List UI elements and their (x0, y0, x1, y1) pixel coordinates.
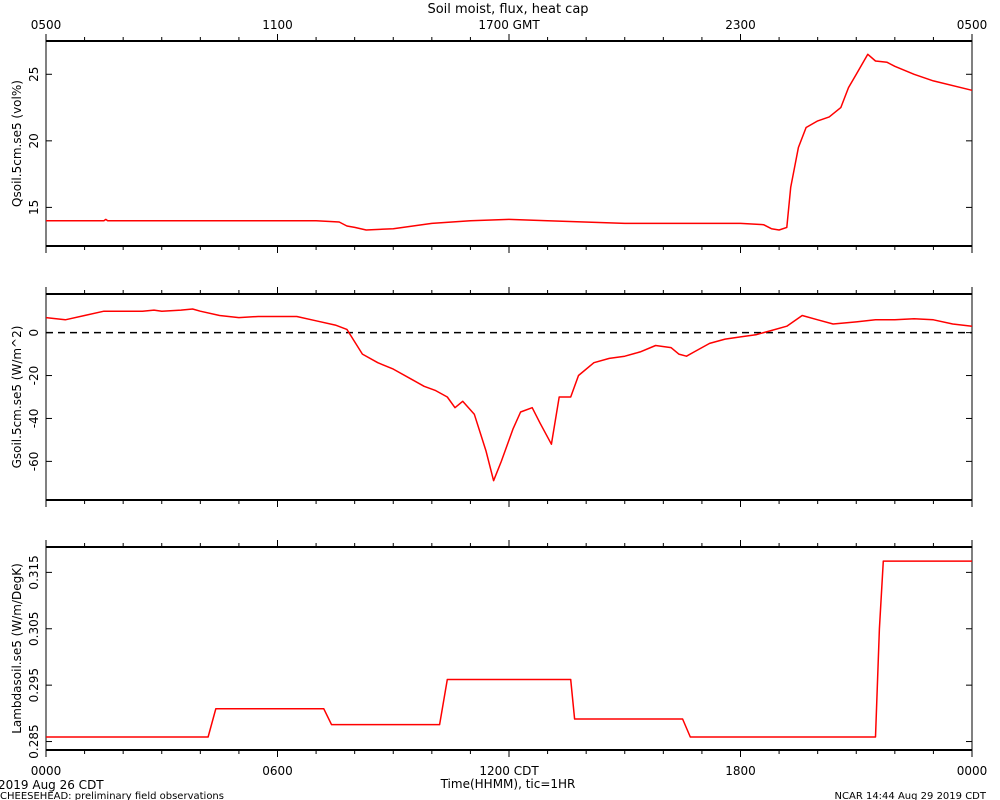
y-tick-label: -60 (27, 452, 41, 472)
bottom-axis-tick-label: 0600 (262, 764, 293, 778)
bottom-axis-tick-label: 0000 (957, 764, 988, 778)
chart-title: Soil moist, flux, heat cap (427, 2, 588, 17)
series-line (46, 53, 973, 231)
y-tick-label: 15 (27, 200, 41, 215)
y-axis-label: Gsoil.5cm.se5 (W/m^2) (10, 326, 24, 469)
y-tick-label: 0.305 (27, 612, 41, 646)
top-axis-tick-label: 2300 (725, 18, 756, 32)
y-axis-label: Lambdasoil.se5 (W/m/DegK) (10, 563, 24, 734)
y-tick-label: -20 (27, 366, 41, 386)
y-tick-label: 25 (27, 67, 41, 82)
bottom-time-axis: 0000 0600 1200 CDT 1800 0000 (31, 764, 988, 778)
bottom-axis-tick-label: 0000 (31, 764, 62, 778)
y-tick-label: 0.285 (27, 724, 41, 758)
y-axis-label: Qsoil.5cm.se5 (vol%) (10, 80, 24, 207)
y-tick-label: 0.295 (27, 668, 41, 702)
top-axis-tick-label: 1700 GMT (478, 18, 540, 32)
bottom-axis-tick-label: 1200 CDT (479, 764, 539, 778)
y-tick-label: 20 (27, 133, 41, 148)
footer-right: NCAR 14:44 Aug 29 2019 CDT (835, 791, 987, 800)
series-line (45, 308, 973, 482)
y-tick-label: 0.315 (27, 555, 41, 589)
footer-left: CHEESEHEAD: preliminary field observatio… (0, 791, 224, 800)
y-tick-label: -40 (27, 409, 41, 429)
series-line (46, 560, 972, 738)
x-axis-label: Time(HHMM), tic=1HR (440, 777, 576, 791)
bottom-axis-tick-label: 1800 (725, 764, 756, 778)
top-axis-tick-label: 0500 (957, 18, 988, 32)
top-axis-tick-label: 1100 (262, 18, 293, 32)
y-tick-label: 0 (27, 329, 41, 337)
date-label: 2019 Aug 26 CDT (0, 778, 104, 792)
top-time-axis: 0500 1100 1700 GMT 2300 0500 (31, 18, 988, 32)
top-axis-tick-label: 0500 (31, 18, 62, 32)
